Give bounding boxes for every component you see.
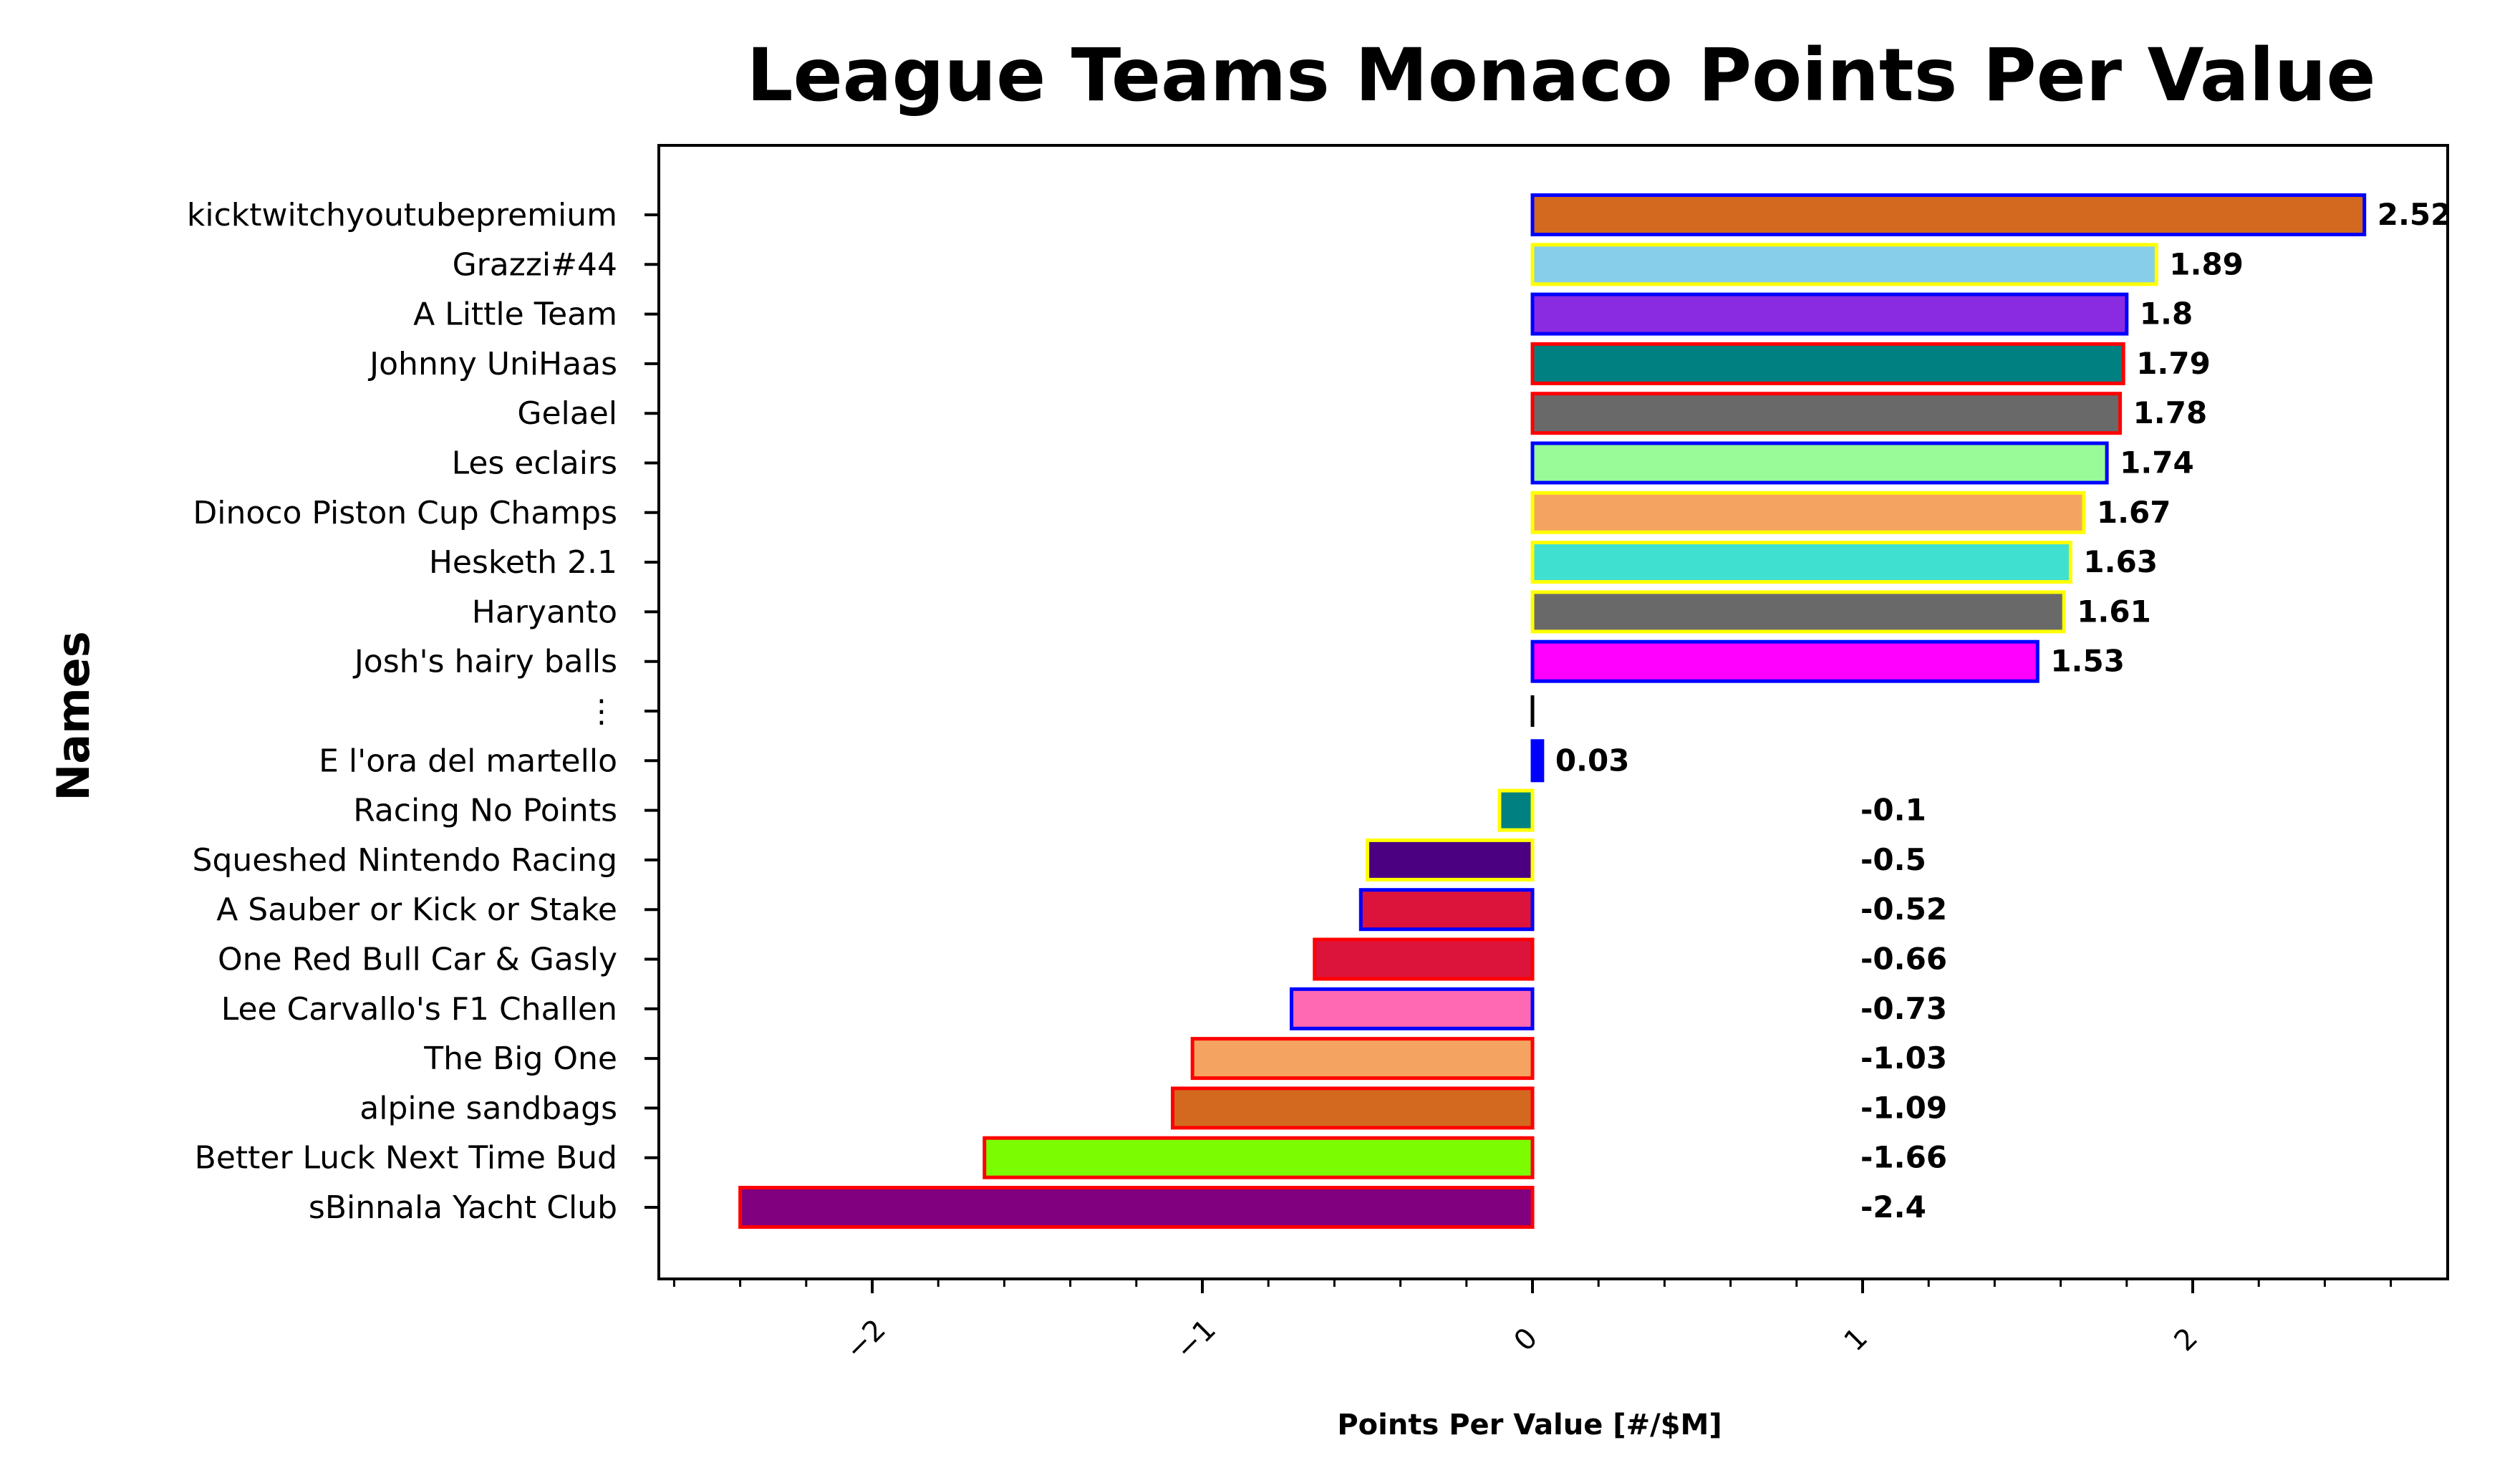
bar (1530, 292, 2129, 336)
x-tick-label: −2 (839, 1313, 892, 1366)
bar (1171, 1086, 1535, 1130)
value-label: -0.52 (1860, 892, 1947, 927)
value-label: -2.4 (1860, 1189, 1926, 1225)
value-label: 2.52 (2377, 197, 2452, 232)
value-label: 1.78 (2133, 395, 2208, 430)
value-label: -0.66 (1860, 942, 1947, 977)
y-ticks-group: kicktwitchyoutubepremium Grazzi#44 A Littl… (187, 197, 659, 1226)
y-tick-label: Les eclairs (452, 445, 617, 482)
value-label: 1.67 (2097, 495, 2171, 530)
value-label: 1.53 (2050, 644, 2125, 679)
y-tick-label: Better Luck Next Time Bud (195, 1140, 617, 1177)
value-label: -1.66 (1860, 1140, 1947, 1175)
y-tick-label: The Big One (423, 1040, 617, 1077)
value-label: -0.5 (1860, 842, 1926, 877)
bar (1530, 739, 1545, 783)
value-label: 1.8 (2140, 296, 2193, 332)
x-tick-label: 1 (1838, 1322, 1875, 1358)
y-tick-label: ⋮ (586, 693, 617, 730)
y-tick-label: E l'ora del martello (319, 743, 617, 779)
x-axis-label: Points Per Value [#/$M] (1337, 1409, 1722, 1441)
y-tick-label: sBinnala Yacht Club (309, 1189, 617, 1226)
value-label: 1.89 (2169, 246, 2244, 281)
bar (1289, 987, 1535, 1030)
bars-group (738, 193, 2367, 1229)
bar (1530, 491, 2086, 534)
bar (1530, 639, 2039, 683)
bar (1530, 243, 2158, 286)
value-label: -0.1 (1860, 793, 1926, 828)
bar (1530, 193, 2367, 236)
y-tick-label: Johnny UniHaas (367, 346, 617, 382)
x-tick-label: −1 (1169, 1313, 1222, 1366)
y-tick-label: Lee Carvallo's F1 Challen (221, 991, 617, 1028)
plot-frame (657, 144, 2449, 1280)
y-tick-label: Gelael (517, 395, 617, 432)
y-tick-label: Squeshed Nintendo Racing (193, 842, 617, 879)
y-tick-label: Hesketh 2.1 (429, 544, 617, 581)
x-tick-label: 0 (1508, 1322, 1545, 1358)
y-tick-label: One Red Bull Car & Gasly (218, 942, 617, 978)
value-label: 0.03 (1555, 743, 1630, 778)
bar (1190, 1037, 1535, 1081)
y-tick-label: A Sauber or Kick or Stake (216, 892, 617, 928)
bar (1530, 392, 2123, 435)
value-label: 1.63 (2083, 544, 2158, 579)
bar (1530, 590, 2066, 634)
y-tick-label: alpine sandbags (359, 1090, 617, 1126)
value-labels-group: 2.52 1.89 1.8 1.79 1.78 1.74 1.67 1.63 1.61 1.53 0… (1555, 197, 2452, 1225)
bar (1530, 541, 2072, 584)
y-tick-label: Josh's hairy balls (352, 644, 617, 680)
value-label: -1.03 (1860, 1040, 1947, 1076)
value-label: 1.74 (2120, 445, 2194, 480)
value-label: -0.73 (1860, 991, 1947, 1026)
y-tick-label: Haryanto (472, 594, 617, 630)
value-label: 1.61 (2077, 594, 2151, 629)
bar (1530, 441, 2109, 485)
x-tick-label: 2 (2168, 1322, 2205, 1358)
bar (1313, 937, 1535, 981)
chart-title: League Teams Monaco Points Per Value (746, 33, 2375, 118)
y-axis-label: Names (47, 631, 100, 801)
y-tick-label: A Little Team (413, 296, 617, 333)
y-tick-label: Dinoco Piston Cup Champs (193, 495, 617, 531)
y-tick-label: Racing No Points (353, 793, 617, 829)
x-ticks-group: −2 −1 0 1 2 (672, 1279, 2393, 1366)
value-label: 1.79 (2136, 346, 2211, 381)
bar (1497, 788, 1535, 832)
y-tick-label: Grazzi#44 (453, 246, 617, 283)
bar (1366, 838, 1535, 882)
bar (1530, 342, 2125, 385)
y-tick-label: kicktwitchyoutubepremium (187, 197, 617, 233)
bar (1358, 888, 1535, 932)
bar (738, 1186, 1535, 1229)
bar (983, 1136, 1535, 1179)
value-label: -1.09 (1860, 1090, 1947, 1125)
